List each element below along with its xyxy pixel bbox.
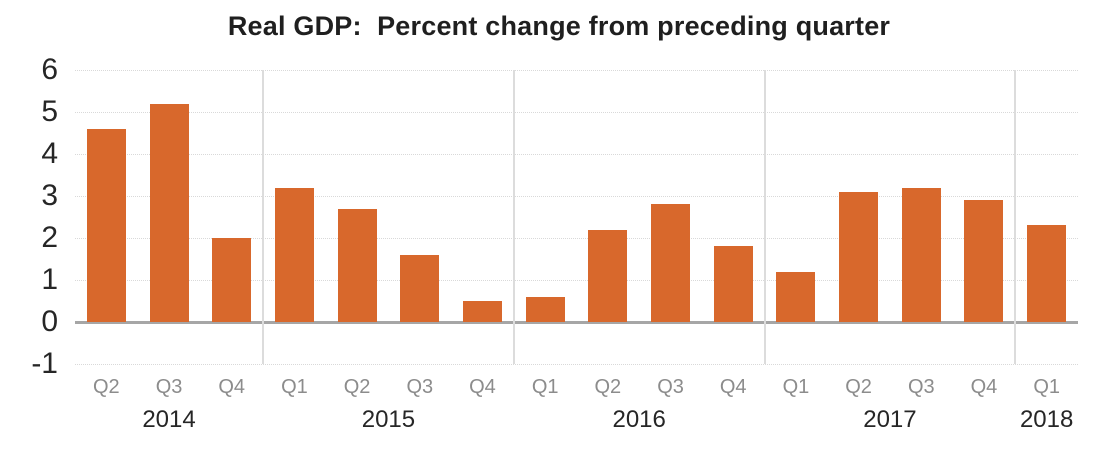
bar xyxy=(400,254,440,322)
gridline xyxy=(75,196,1078,197)
y-tick-label: 5 xyxy=(41,95,58,128)
year-label: 2017 xyxy=(863,406,917,433)
bar xyxy=(525,296,565,322)
quarter-label: Q2 xyxy=(845,376,872,398)
bar xyxy=(651,204,691,322)
quarter-label: Q1 xyxy=(281,376,308,398)
y-tick-label: 3 xyxy=(41,179,58,212)
bar xyxy=(274,187,314,322)
y-tick-label: 4 xyxy=(41,137,58,170)
chart-title: Real GDP: Percent change from preceding … xyxy=(227,11,891,41)
bar xyxy=(149,103,189,322)
year-separator xyxy=(1014,70,1017,364)
bar xyxy=(337,208,377,322)
gridline xyxy=(75,112,1078,113)
year-separator xyxy=(512,70,515,364)
y-tick-label: 0 xyxy=(41,305,58,338)
bar xyxy=(86,128,126,322)
bar xyxy=(776,271,816,322)
y-tick-label: -1 xyxy=(31,347,58,380)
year-label: 2015 xyxy=(361,406,416,433)
bar xyxy=(462,301,502,322)
quarter-label: Q2 xyxy=(93,376,120,398)
zero-axis-line xyxy=(75,321,1078,324)
bar xyxy=(901,187,941,322)
quarter-label: Q1 xyxy=(1033,376,1060,398)
bar xyxy=(964,200,1004,322)
quarter-label: Q3 xyxy=(657,376,684,398)
gridline xyxy=(75,364,1078,365)
quarter-label: Q4 xyxy=(218,376,246,398)
quarter-label: Q1 xyxy=(531,376,559,398)
bar xyxy=(1027,225,1067,322)
quarter-label: Q2 xyxy=(594,376,622,398)
year-separator xyxy=(262,70,265,364)
year-label: 2016 xyxy=(612,406,666,433)
bar xyxy=(839,191,879,322)
quarter-label: Q4 xyxy=(970,376,998,398)
quarter-label: Q1 xyxy=(782,376,810,398)
quarter-label: Q3 xyxy=(907,376,935,398)
bar xyxy=(212,238,252,322)
quarter-label: Q4 xyxy=(469,376,496,398)
gridline xyxy=(75,280,1078,281)
gridline xyxy=(75,238,1078,239)
y-tick-label: 6 xyxy=(41,53,58,86)
gridline xyxy=(75,154,1078,155)
bar xyxy=(588,229,628,322)
year-label: 2014 xyxy=(142,406,196,433)
year-label: 2018 xyxy=(1019,406,1074,433)
plot-area xyxy=(75,70,1078,365)
y-tick-label: 2 xyxy=(41,221,58,254)
y-tick-label: 1 xyxy=(41,263,58,296)
year-separator xyxy=(763,70,766,364)
quarter-label: Q2 xyxy=(343,376,371,398)
quarter-label: Q3 xyxy=(155,376,183,398)
bar xyxy=(713,246,753,322)
quarter-label: Q3 xyxy=(406,376,434,398)
gridline xyxy=(75,70,1078,71)
quarter-label: Q4 xyxy=(719,376,747,398)
